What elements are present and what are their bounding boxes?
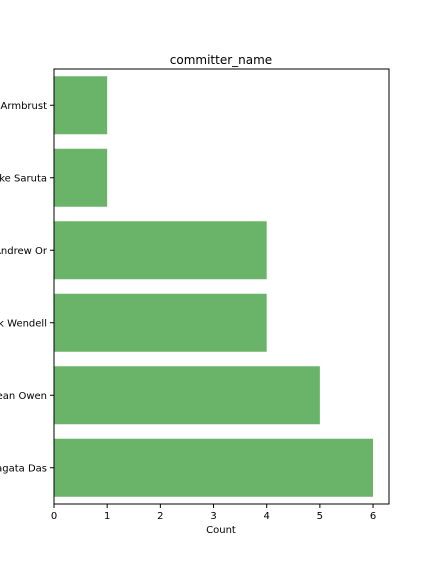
y-axis: Armbrust ke Saruta Andrew Or k Wendell ean O… <box>0 101 54 474</box>
y-tick-label: ean Owen <box>0 391 47 402</box>
plot-frame <box>53 68 390 505</box>
bar-3 <box>54 293 267 352</box>
bar-1 <box>54 148 108 207</box>
y-tick-label: ke Saruta <box>0 173 47 184</box>
x-tick-label: 0 <box>51 511 57 522</box>
bar-0 <box>54 76 108 135</box>
bar-4 <box>54 366 320 425</box>
y-tick-label: agata Das <box>0 463 47 474</box>
bar-2 <box>54 221 267 280</box>
y-tick-label: Armbrust <box>1 101 48 112</box>
x-axis-label: Count <box>206 525 236 536</box>
x-tick-label: 3 <box>210 511 216 522</box>
bars-group <box>54 76 374 497</box>
x-axis: 0 1 2 3 4 5 6 <box>51 504 376 522</box>
x-tick-label: 5 <box>317 511 323 522</box>
y-tick-label: k Wendell <box>0 318 47 329</box>
x-tick-label: 1 <box>104 511 110 522</box>
y-tick-label: Andrew Or <box>0 246 48 257</box>
bar-5 <box>54 438 374 497</box>
x-tick-label: 2 <box>157 511 163 522</box>
chart-title: committer_name <box>170 53 272 67</box>
x-tick-label: 6 <box>370 511 376 522</box>
x-tick-label: 4 <box>264 511 270 522</box>
